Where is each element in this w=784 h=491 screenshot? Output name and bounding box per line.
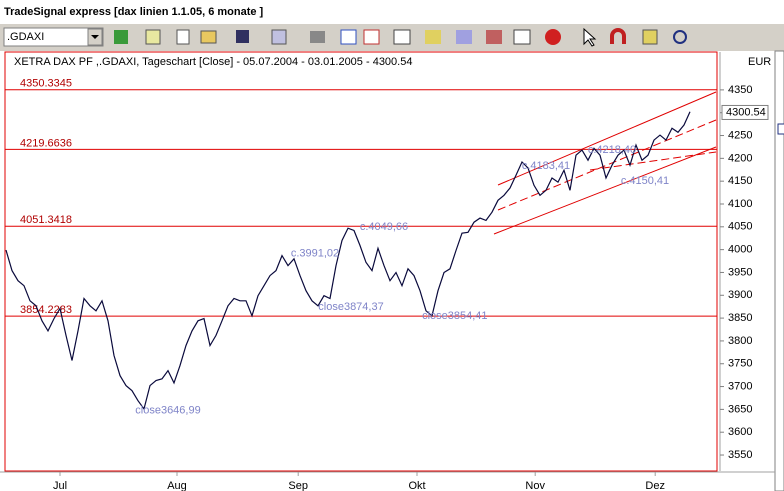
- icon[interactable]: [236, 30, 249, 43]
- annotation: close3874,37: [318, 301, 383, 313]
- x-tick-label: Okt: [408, 480, 425, 491]
- price-line: [5, 111, 691, 411]
- side-panel: [774, 50, 784, 491]
- icon[interactable]: [393, 29, 411, 45]
- unit-label: EUR: [748, 56, 771, 68]
- y-tick-label: 4350: [728, 84, 752, 96]
- icon[interactable]: [363, 29, 380, 45]
- x-tick-label: Nov: [525, 480, 545, 491]
- icon[interactable]: [513, 29, 531, 45]
- last-value-label: 4300.54: [726, 106, 766, 118]
- y-tick-label: 3900: [728, 289, 752, 301]
- icon[interactable]: [673, 30, 687, 44]
- y-tick-label: 4150: [728, 175, 752, 187]
- icon[interactable]: [642, 29, 658, 45]
- annotation: c.4150,41: [621, 175, 669, 187]
- icon[interactable]: [200, 30, 217, 44]
- x-tick-label: Jul: [53, 480, 67, 491]
- annotation: c.3991,02: [291, 248, 339, 260]
- symbol-combobox[interactable]: [3, 27, 104, 47]
- toolbar-icons: [114, 27, 687, 47]
- window-title: TradeSignal express [dax linien 1.1.05, …: [4, 6, 264, 18]
- y-tick-label: 4100: [728, 198, 752, 210]
- icon[interactable]: [425, 30, 441, 44]
- chart-area: [0, 51, 775, 491]
- y-tick-label: 3950: [728, 266, 752, 278]
- channel-mid2: [589, 151, 717, 171]
- icon[interactable]: [583, 27, 597, 47]
- icon[interactable]: [145, 29, 161, 45]
- x-tick-label: Sep: [288, 480, 308, 491]
- y-tick-label: 4250: [728, 129, 752, 141]
- symbol-text: .GDAXI: [7, 31, 44, 43]
- y-tick-label: 3600: [728, 426, 752, 438]
- horizontal-line-label: 4350.3345: [20, 78, 72, 90]
- horizontal-line-label: 4219.6636: [20, 137, 72, 149]
- annotation: c.4183,41: [522, 160, 570, 172]
- icon[interactable]: [340, 29, 357, 45]
- dropdown-arrow: [91, 35, 99, 39]
- channel-mid: [497, 119, 717, 211]
- horizontal-line-label: 3854.2283: [20, 304, 72, 316]
- icon[interactable]: [486, 30, 502, 44]
- annotation: close3854,41: [422, 310, 487, 322]
- channel-upper: [497, 91, 717, 186]
- trend-channel: [493, 91, 717, 235]
- y-tick-label: 4200: [728, 152, 752, 164]
- last-value-box: [721, 104, 769, 120]
- annotation: c.4049,66: [360, 221, 408, 233]
- y-tick-label: 4000: [728, 244, 752, 256]
- icon[interactable]: [310, 31, 325, 43]
- icon[interactable]: [114, 30, 128, 44]
- icon[interactable]: [610, 28, 626, 44]
- annotation: c.4218,40: [588, 144, 636, 156]
- icon[interactable]: [176, 29, 190, 45]
- title-bar: [0, 0, 784, 24]
- icon[interactable]: [456, 30, 472, 44]
- x-tick-label: Dez: [645, 480, 665, 491]
- y-tick-label: 3800: [728, 335, 752, 347]
- side-checkbox[interactable]: [777, 123, 784, 135]
- y-tick-label: 3650: [728, 403, 752, 415]
- channel-lower: [493, 146, 717, 235]
- icon[interactable]: [545, 29, 561, 45]
- icon[interactable]: [271, 29, 287, 45]
- y-tick-label: 3550: [728, 449, 752, 461]
- horizontal-line-label: 4051.3418: [20, 214, 72, 226]
- x-tick-label: Aug: [167, 480, 187, 491]
- annotation: close3646,99: [135, 405, 200, 417]
- y-tick-label: 3700: [728, 380, 752, 392]
- chart-header: XETRA DAX PF ,.GDAXI, Tageschart [Close]…: [14, 56, 412, 68]
- plot-frame: [4, 51, 718, 472]
- y-tick-label: 4050: [728, 221, 752, 233]
- y-tick-label: 3850: [728, 312, 752, 324]
- y-tick-label: 3750: [728, 358, 752, 370]
